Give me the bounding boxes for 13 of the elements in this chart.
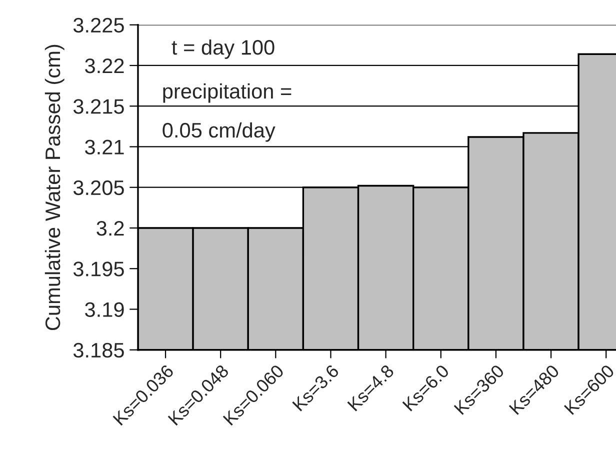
y-tick-label: 3.205 (73, 180, 124, 196)
y-tick-label: 3.225 (73, 18, 124, 33)
y-tick-label: 3.19 (85, 302, 124, 317)
annotation: 0.05 cm/day (162, 122, 276, 142)
y-axis-title: Cumulative Water Passed (cm) (44, 44, 64, 330)
annotation: precipitation = (163, 83, 292, 103)
y-tick-label: 3.195 (73, 262, 124, 276)
annotation: t = day 100 (172, 39, 274, 59)
y-tick-label: 3.21 (85, 140, 124, 154)
y-tick-label: 3.22 (85, 58, 124, 74)
y-tick-label: 3.185 (73, 342, 124, 358)
y-tick-label: 3.2 (96, 220, 124, 236)
y-tick-label: 3.215 (73, 99, 124, 114)
